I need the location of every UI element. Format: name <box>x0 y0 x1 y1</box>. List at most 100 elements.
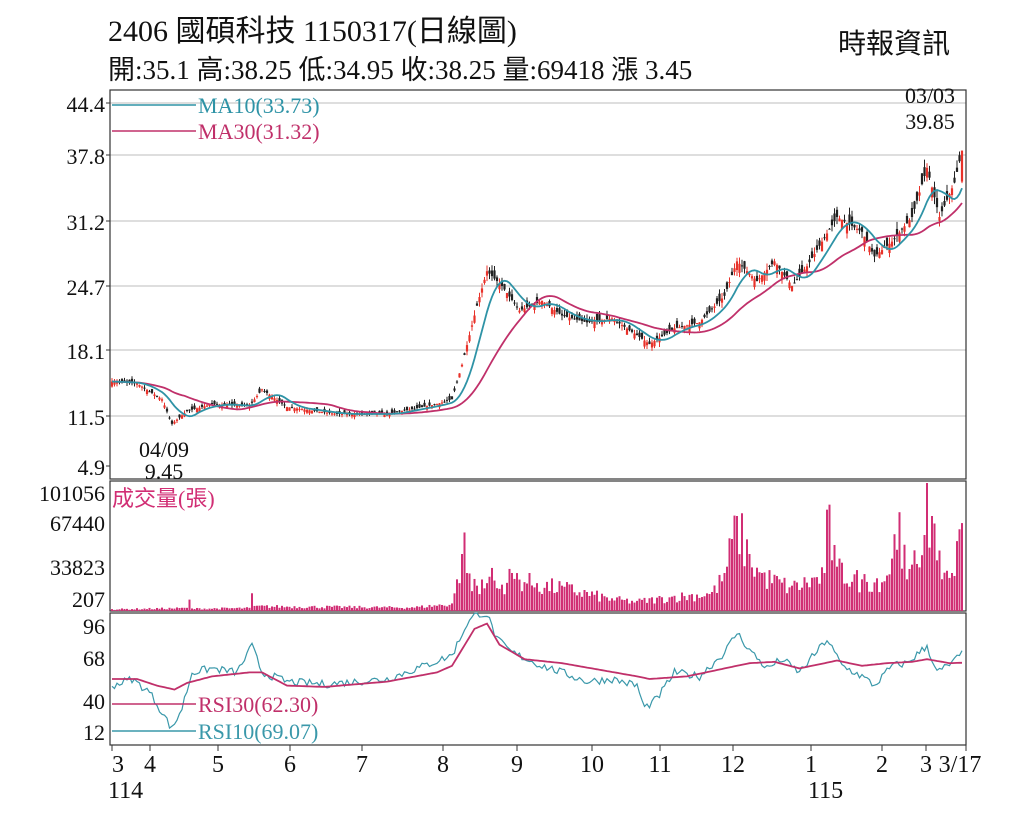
candle-body <box>955 167 959 172</box>
candle <box>918 185 921 202</box>
volume-bar <box>888 574 891 611</box>
year-label-114: 114 <box>108 778 143 804</box>
volume-bar <box>301 608 303 611</box>
volume-bar <box>653 603 656 611</box>
volume-bar <box>468 573 471 611</box>
candle-body <box>775 264 779 274</box>
volume-bar <box>601 593 603 611</box>
volume-bar <box>656 597 658 611</box>
candle <box>773 258 776 267</box>
candle <box>628 324 631 332</box>
candle-body <box>350 414 354 417</box>
candle-body <box>155 395 159 397</box>
candle-body <box>255 396 259 398</box>
candle <box>640 332 644 340</box>
candle-body <box>935 197 939 208</box>
candle-body <box>753 278 756 288</box>
candle-body <box>633 333 636 339</box>
volume-bar <box>268 607 271 611</box>
candle-body <box>798 268 801 277</box>
volume-bar <box>941 579 943 611</box>
volume-bar <box>338 605 341 611</box>
candle-body <box>560 313 564 316</box>
candle <box>450 395 454 400</box>
volume-bar <box>331 606 333 611</box>
volume-bar <box>836 566 838 611</box>
volume-bar <box>633 602 636 611</box>
candle <box>465 341 469 356</box>
candle <box>263 389 266 393</box>
candle-body <box>808 259 811 263</box>
candle <box>708 305 711 314</box>
candle <box>793 276 796 284</box>
candle-body <box>835 209 839 218</box>
volume-bar <box>663 603 666 611</box>
volume-bar <box>348 605 351 611</box>
volume-bar <box>443 605 446 611</box>
volume-bar <box>288 606 291 611</box>
candle <box>488 267 491 280</box>
volume-bar <box>386 607 388 611</box>
volume-bar <box>373 606 376 611</box>
volume-bar <box>743 566 746 611</box>
candle <box>880 245 884 255</box>
volume-bar <box>721 581 723 611</box>
volume-bar <box>503 594 506 611</box>
volume-bar <box>191 608 193 611</box>
candle-body <box>680 325 684 327</box>
candle <box>938 211 941 227</box>
volume-bar <box>531 585 533 611</box>
volume-bar <box>351 607 353 611</box>
volume-bar <box>201 609 203 611</box>
candle-body <box>445 399 449 401</box>
volume-bar <box>748 554 751 611</box>
candle-body <box>515 306 519 308</box>
candle <box>923 159 926 182</box>
volume-bar <box>733 515 736 611</box>
candle-body <box>703 314 706 318</box>
candle-body <box>668 324 671 332</box>
volume-bar <box>908 568 911 611</box>
candle <box>690 315 694 328</box>
volume-bar <box>833 544 836 611</box>
volume-bar <box>461 554 463 611</box>
candle <box>618 317 621 329</box>
candle <box>785 270 789 281</box>
volume-bar <box>958 529 961 611</box>
volume-bar <box>816 577 818 611</box>
candle-body <box>300 409 304 411</box>
volume-bar <box>228 608 231 611</box>
volume-bar <box>638 598 641 611</box>
candle <box>915 190 919 205</box>
candle-body <box>435 404 439 406</box>
price-tick-label: 11.5 <box>67 405 105 430</box>
volume-panel-label: 成交量(張) <box>112 486 215 511</box>
candle <box>810 247 814 259</box>
volume-bar <box>156 607 158 611</box>
x-tick-label: 8 <box>437 752 449 778</box>
candle-body <box>823 237 826 239</box>
volume-bar <box>906 579 908 611</box>
volume-bar <box>401 608 403 611</box>
volume-bar <box>821 567 823 611</box>
candle <box>258 386 261 394</box>
volume-bar <box>146 609 148 611</box>
candle-body <box>138 385 141 387</box>
candle-body <box>788 282 791 289</box>
volume-bar <box>603 596 606 611</box>
x-tick-label: 11 <box>648 752 671 778</box>
candle <box>288 407 291 411</box>
candle-body <box>920 173 924 185</box>
candle <box>668 322 671 335</box>
volume-bar <box>571 584 573 611</box>
volume-bar <box>628 603 631 611</box>
volume-bar <box>561 585 563 611</box>
candle <box>828 227 831 230</box>
candle <box>855 224 859 234</box>
candle <box>110 378 114 388</box>
volume-bar <box>476 585 478 611</box>
candle <box>188 409 191 414</box>
rsi-tick-label: 96 <box>83 614 105 639</box>
candle <box>553 306 556 318</box>
volume-bar <box>251 593 253 611</box>
